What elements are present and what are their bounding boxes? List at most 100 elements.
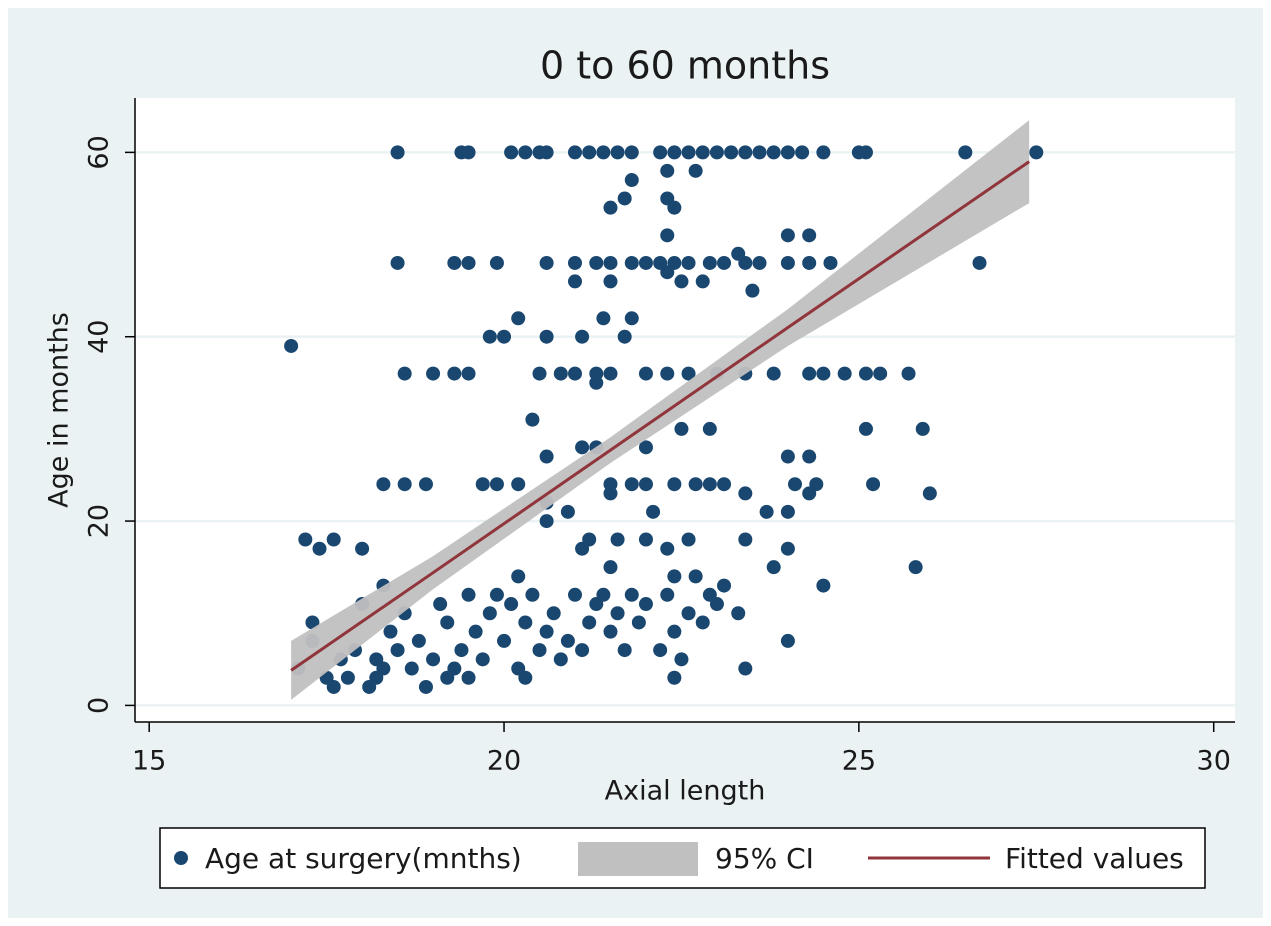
- y-tick-label: 20: [84, 504, 115, 538]
- data-point: [717, 255, 732, 270]
- data-point: [575, 329, 590, 344]
- data-point: [702, 255, 717, 270]
- data-point: [475, 477, 490, 492]
- data-point: [624, 311, 639, 326]
- data-point: [759, 504, 774, 519]
- data-point: [858, 421, 873, 436]
- data-point: [695, 615, 710, 630]
- data-point: [816, 578, 831, 593]
- data-point: [958, 145, 973, 160]
- data-point: [802, 228, 817, 243]
- x-tick-label: 25: [842, 746, 876, 777]
- data-point: [397, 366, 412, 381]
- data-point: [575, 541, 590, 556]
- data-point: [667, 145, 682, 160]
- data-point: [795, 145, 810, 160]
- data-point: [511, 477, 526, 492]
- data-point: [780, 145, 795, 160]
- data-point: [681, 145, 696, 160]
- data-point: [326, 532, 341, 547]
- data-point: [858, 366, 873, 381]
- data-point: [539, 514, 554, 529]
- data-point: [681, 532, 696, 547]
- data-point: [901, 366, 916, 381]
- data-point: [624, 145, 639, 160]
- data-point: [610, 606, 625, 621]
- data-point: [461, 587, 476, 602]
- data-point: [539, 145, 554, 160]
- data-point: [866, 477, 881, 492]
- data-point: [511, 311, 526, 326]
- data-point: [653, 643, 668, 658]
- data-point: [766, 560, 781, 575]
- data-point: [908, 560, 923, 575]
- data-point: [603, 255, 618, 270]
- chart-title: 0 to 60 months: [540, 44, 830, 88]
- data-point: [482, 606, 497, 621]
- data-point: [717, 578, 732, 593]
- data-point: [575, 440, 590, 455]
- data-point: [440, 670, 455, 685]
- data-point: [589, 375, 604, 390]
- data-point: [610, 145, 625, 160]
- data-point: [404, 661, 419, 676]
- data-point: [447, 366, 462, 381]
- data-point: [731, 606, 746, 621]
- data-point: [383, 624, 398, 639]
- data-point: [525, 587, 540, 602]
- data-point: [355, 541, 370, 556]
- data-point: [702, 421, 717, 436]
- data-point: [638, 532, 653, 547]
- data-point: [461, 670, 476, 685]
- data-point: [596, 145, 611, 160]
- data-point: [780, 228, 795, 243]
- legend-box: [159, 827, 1206, 889]
- data-point: [709, 145, 724, 160]
- data-point: [667, 624, 682, 639]
- data-point: [596, 311, 611, 326]
- data-point: [780, 541, 795, 556]
- data-point: [660, 265, 675, 280]
- data-point: [802, 486, 817, 501]
- data-point: [298, 532, 313, 547]
- data-point: [631, 615, 646, 630]
- data-point: [638, 440, 653, 455]
- data-point: [426, 366, 441, 381]
- data-point: [312, 541, 327, 556]
- data-point: [823, 255, 838, 270]
- data-point: [532, 643, 547, 658]
- data-point: [688, 163, 703, 178]
- data-point: [390, 145, 405, 160]
- data-point: [603, 486, 618, 501]
- data-point: [539, 449, 554, 464]
- data-point: [731, 246, 746, 261]
- data-point: [681, 255, 696, 270]
- data-point: [780, 504, 795, 519]
- data-point: [873, 366, 888, 381]
- data-point: [681, 606, 696, 621]
- data-point: [482, 329, 497, 344]
- data-point: [638, 597, 653, 612]
- data-point: [603, 274, 618, 289]
- data-point: [738, 145, 753, 160]
- data-point: [603, 560, 618, 575]
- data-point: [922, 486, 937, 501]
- data-point: [788, 477, 802, 492]
- data-point: [546, 606, 561, 621]
- data-point: [418, 477, 433, 492]
- data-point: [802, 255, 817, 270]
- fitted-line: [290, 160, 1031, 672]
- data-point: [411, 633, 426, 648]
- data-point: [376, 477, 391, 492]
- data-point: [518, 615, 533, 630]
- data-point: [504, 597, 519, 612]
- data-point: [340, 670, 355, 685]
- data-point: [568, 366, 582, 381]
- data-point: [518, 670, 533, 685]
- data-point: [752, 255, 767, 270]
- data-point: [752, 145, 767, 160]
- data-point: [433, 597, 448, 612]
- data-point: [745, 283, 760, 298]
- data-point: [582, 145, 597, 160]
